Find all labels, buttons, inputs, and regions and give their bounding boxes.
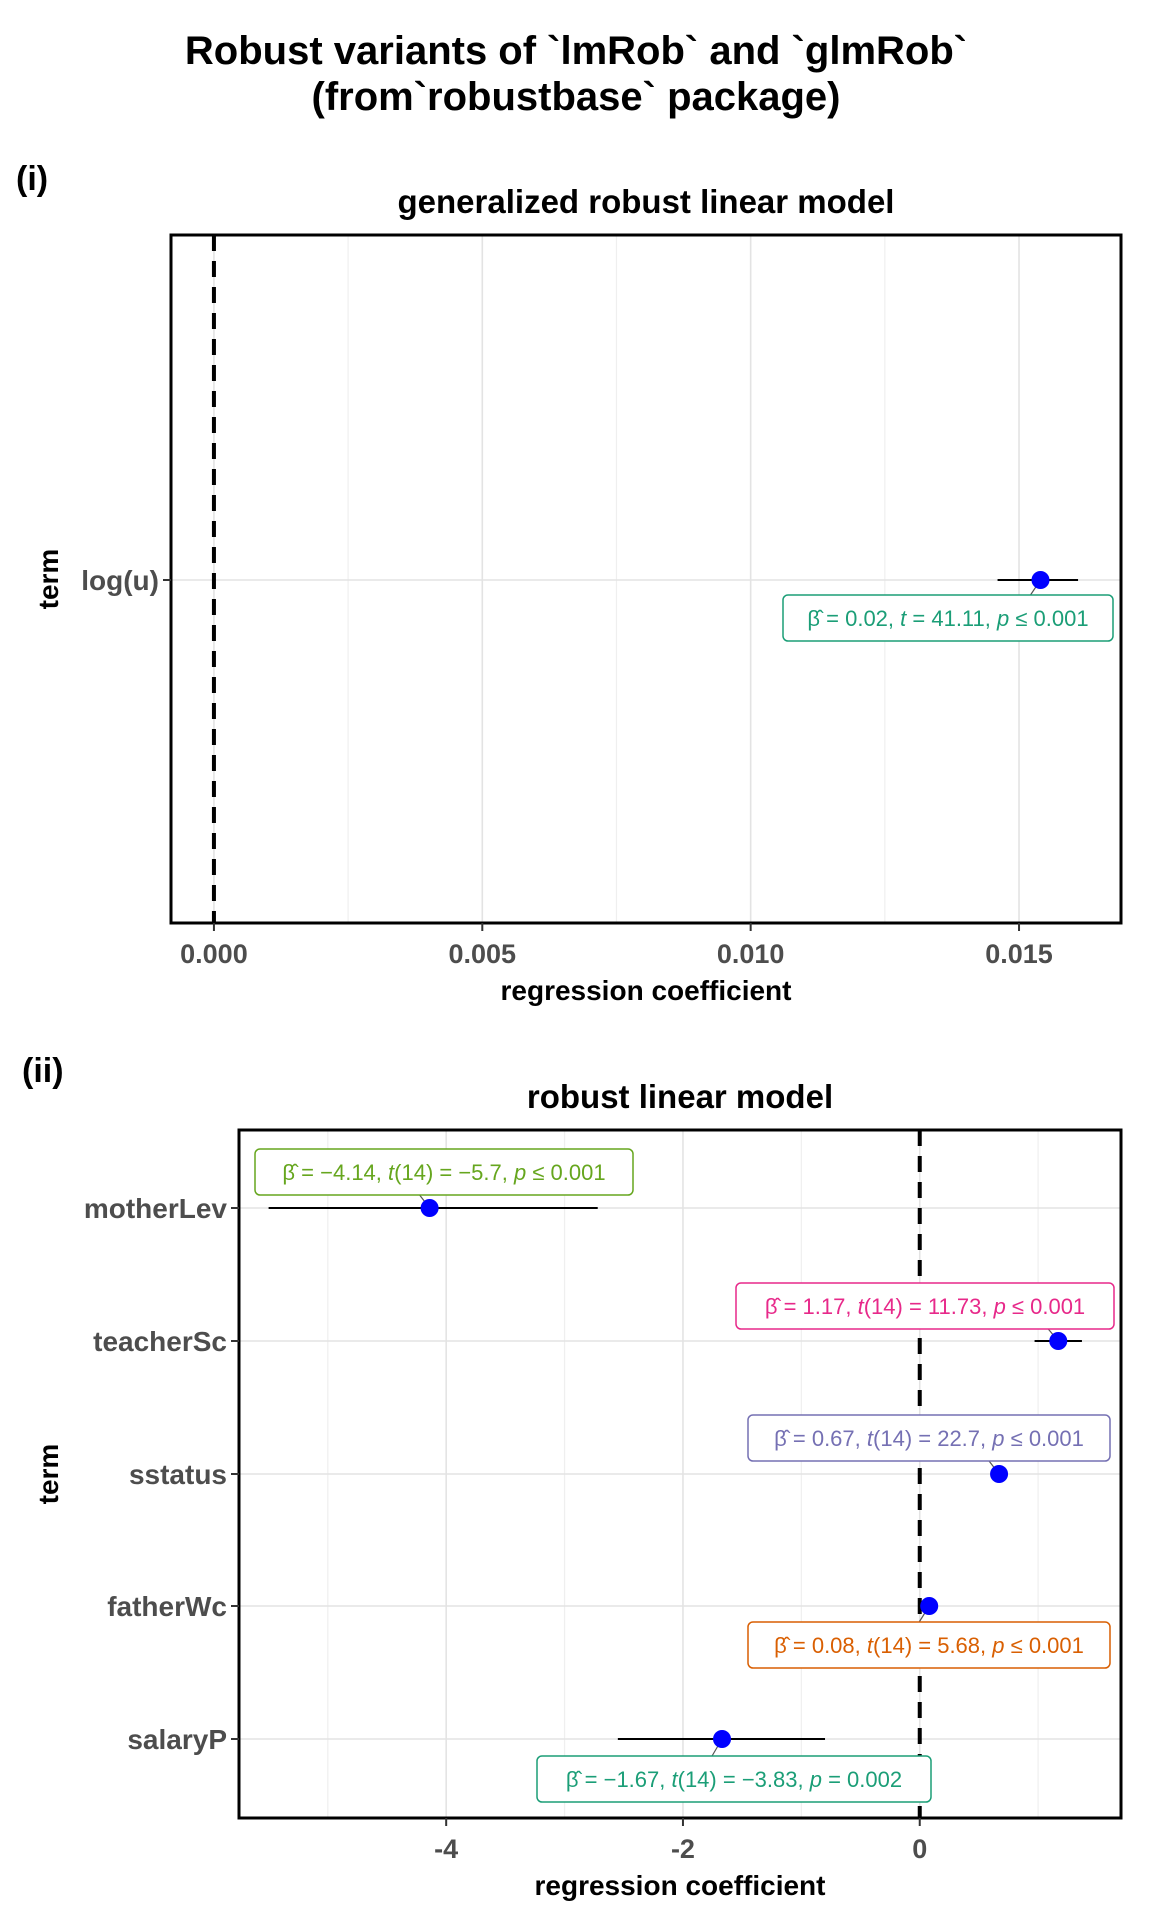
estimate-label-part: (14) = 11.73, — [864, 1294, 994, 1319]
estimate-label-part: ≤ 0.001 — [526, 1160, 605, 1185]
estimate-label: β̂ = 0.08, t(14) = 5.68, p ≤ 0.001 — [774, 1633, 1084, 1658]
estimate-label-part: = 0.67, — [787, 1426, 867, 1451]
panel-title: robust linear model — [527, 1078, 833, 1115]
estimate-label-part: = 0.08, — [787, 1633, 867, 1658]
x-tick-label: -2 — [671, 1834, 695, 1864]
estimate-label-part: (14) = 22.7, — [873, 1426, 992, 1451]
x-axis-label: regression coefficient — [501, 975, 792, 1006]
estimate-label-part: ≤ 0.001 — [1009, 606, 1088, 631]
estimate-label: β̂ = 0.02, t = 41.11, p ≤ 0.001 — [807, 606, 1088, 631]
estimate-label-part: = 0.02, — [820, 606, 900, 631]
y-axis-label: term — [33, 549, 64, 610]
figure-title-line2: (from`robustbase` package) — [311, 75, 841, 119]
estimate-label-part: t — [867, 1426, 874, 1451]
panel-tag-ii: (ii) — [22, 1052, 64, 1090]
estimate-label-part: = 41.11, — [906, 606, 997, 631]
estimate-point — [713, 1730, 732, 1748]
estimate-label-box — [747, 1621, 1111, 1669]
estimate-label-part: p — [513, 1160, 526, 1185]
estimate-label-part: β̂ — [765, 1294, 782, 1319]
estimate-point — [920, 1597, 939, 1615]
estimate-label-part: p — [993, 1294, 1006, 1319]
panel-1: generalized robust linear model 0.000 0.00… — [33, 183, 1123, 1006]
estimate-point — [1049, 1332, 1068, 1350]
y-tick-label: motherLev — [84, 1193, 228, 1224]
y-tick-label: fatherWc — [107, 1591, 227, 1622]
estimate-label-part: = −1.67, — [579, 1767, 672, 1792]
estimate-label-part: p — [991, 1633, 1004, 1658]
estimate-label-part: (14) = −5.7, — [394, 1160, 514, 1185]
estimate-label-part: β̂ — [807, 606, 824, 631]
estimate-label-part: = 1.17, — [777, 1294, 857, 1319]
estimate-label-part: p — [809, 1767, 822, 1792]
estimate-label: β̂ = −4.14, t(14) = −5.7, p ≤ 0.001 — [282, 1160, 605, 1185]
figure-title-line1: Robust variants of `lmRob` and `glmRob` — [184, 29, 968, 73]
y-axis-label: term — [33, 1444, 64, 1505]
panel-2: robust linear model -4 -2 0 regression coeff… — [33, 1078, 1123, 1901]
y-tick-label: log(u) — [81, 565, 159, 596]
estimate-label-box — [254, 1148, 634, 1196]
estimate-label-part: t — [858, 1294, 865, 1319]
plot-panel-border — [169, 233, 1123, 925]
estimate-label-part: = −4.14, — [295, 1160, 388, 1185]
estimate-label-part: β̂ — [566, 1767, 583, 1792]
estimate-label-part: β̂ — [282, 1160, 299, 1185]
estimate-label-part: ≤ 0.001 — [1005, 1426, 1084, 1451]
estimate-label-part: p — [991, 1426, 1004, 1451]
y-tick-label: teacherSc — [93, 1326, 227, 1357]
estimate-label-part: t — [672, 1767, 679, 1792]
estimate-label-part: (14) = −3.83, — [678, 1767, 810, 1792]
y-tick-label: salaryP — [127, 1724, 227, 1755]
estimate-point — [1031, 571, 1050, 589]
estimate-label-box — [747, 1414, 1111, 1462]
x-tick-label: 0.010 — [717, 939, 785, 969]
estimate-point — [420, 1199, 439, 1217]
x-axis-label: regression coefficient — [535, 1870, 826, 1901]
x-tick-label: -4 — [434, 1834, 458, 1864]
x-tick-label: 0.005 — [449, 939, 517, 969]
x-tick-label: 0.015 — [985, 939, 1053, 969]
estimate-label-part: t — [867, 1633, 874, 1658]
estimate-label-part: β̂ — [774, 1426, 791, 1451]
estimate-label-part: ≤ 0.001 — [1005, 1633, 1084, 1658]
estimate-label-box — [782, 594, 1114, 642]
estimate-label-part: t — [900, 606, 907, 631]
figure-title: Robust variants of `lmRob` and `glmRob` … — [0, 28, 1152, 120]
estimate-label-part: (14) = 5.68, — [873, 1633, 992, 1658]
estimate-label-box — [536, 1755, 932, 1803]
estimate-point — [990, 1465, 1009, 1483]
estimate-label-part: ≤ 0.001 — [1006, 1294, 1085, 1319]
estimate-label-part: p — [996, 606, 1009, 631]
estimate-label-part: β̂ — [774, 1633, 791, 1658]
estimate-label-box — [735, 1282, 1115, 1330]
estimate-label: β̂ = 1.17, t(14) = 11.73, p ≤ 0.001 — [765, 1294, 1085, 1319]
estimate-label-part: t — [388, 1160, 395, 1185]
estimate-label: β̂ = −1.67, t(14) = −3.83, p = 0.002 — [566, 1767, 902, 1792]
x-tick-label: 0.000 — [180, 939, 248, 969]
estimate-label-part: = 0.002 — [822, 1767, 902, 1792]
panel-title: generalized robust linear model — [398, 183, 895, 220]
panel-tag-i: (i) — [16, 160, 49, 198]
x-tick-label: 0 — [912, 1834, 927, 1864]
estimate-label: β̂ = 0.67, t(14) = 22.7, p ≤ 0.001 — [774, 1426, 1084, 1451]
y-tick-label: sstatus — [129, 1459, 227, 1490]
